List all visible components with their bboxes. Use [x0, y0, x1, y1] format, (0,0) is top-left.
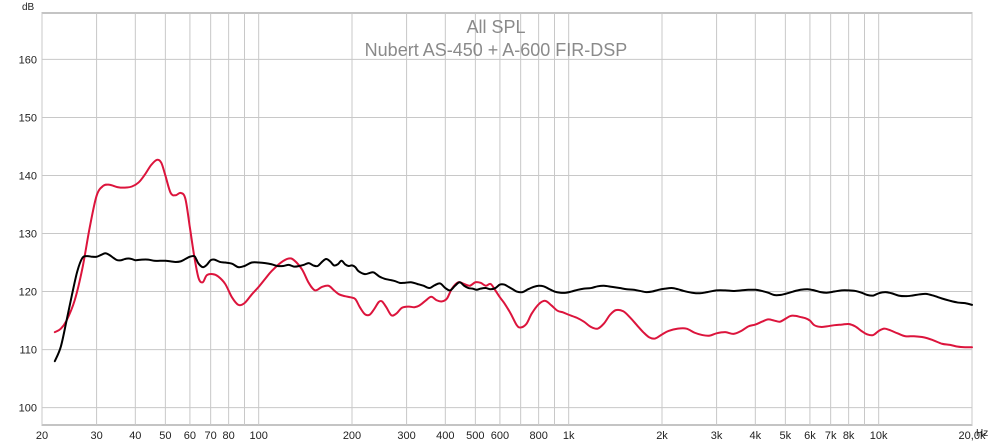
- x-tick-label: 3k: [711, 430, 723, 442]
- y-tick-label: 110: [19, 345, 37, 357]
- y-tick-label: 130: [19, 229, 37, 241]
- x-tick-label: 2k: [656, 430, 668, 442]
- x-tick-label: 800: [529, 430, 547, 442]
- x-tick-label: 70: [205, 430, 217, 442]
- tick-labels: 100 110 120 130 140 150 160 20 30 40 50 60 70 80 100 20…: [19, 54, 986, 442]
- chart-title: All SPL: [466, 17, 525, 37]
- x-tick-label: 20: [36, 430, 48, 442]
- x-tick-label: 8k: [843, 430, 855, 442]
- y-tick-label: 100: [19, 403, 37, 415]
- y-tick-label: 140: [19, 170, 37, 182]
- x-tick-label: 6k: [804, 430, 816, 442]
- x-tick-label: 30: [90, 430, 102, 442]
- grid-lines: [41, 13, 973, 425]
- x-tick-label: 100: [250, 430, 268, 442]
- y-axis-unit-label: dB: [22, 2, 35, 13]
- plot-background: [41, 12, 973, 426]
- series-layer: [53, 158, 973, 363]
- x-tick-label: 50: [159, 430, 171, 442]
- x-tick-label: 1k: [563, 430, 575, 442]
- x-tick-label: 7k: [825, 430, 837, 442]
- x-tick-label: 4k: [750, 430, 762, 442]
- x-tick-label: 200: [343, 430, 361, 442]
- x-tick-label: 80: [223, 430, 235, 442]
- x-tick-label: 5k: [780, 430, 792, 442]
- x-tick-label: 40: [129, 430, 141, 442]
- y-tick-label: 160: [19, 54, 37, 66]
- x-axis-unit-label: Hz: [976, 428, 988, 439]
- series-line-1: [53, 158, 973, 349]
- x-tick-label: 10k: [870, 430, 888, 442]
- x-tick-label: 20,0k: [959, 430, 986, 442]
- x-tick-label: 400: [436, 430, 454, 442]
- x-tick-label: 600: [491, 430, 509, 442]
- x-tick-label: 300: [397, 430, 415, 442]
- chart-subtitle: Nubert AS-450 + A-600 FIR-DSP: [365, 40, 628, 60]
- x-tick-label: 60: [184, 430, 196, 442]
- y-tick-label: 120: [19, 287, 37, 299]
- y-tick-label: 150: [19, 112, 37, 124]
- x-tick-label: 500: [466, 430, 484, 442]
- series-line-2: [53, 252, 973, 363]
